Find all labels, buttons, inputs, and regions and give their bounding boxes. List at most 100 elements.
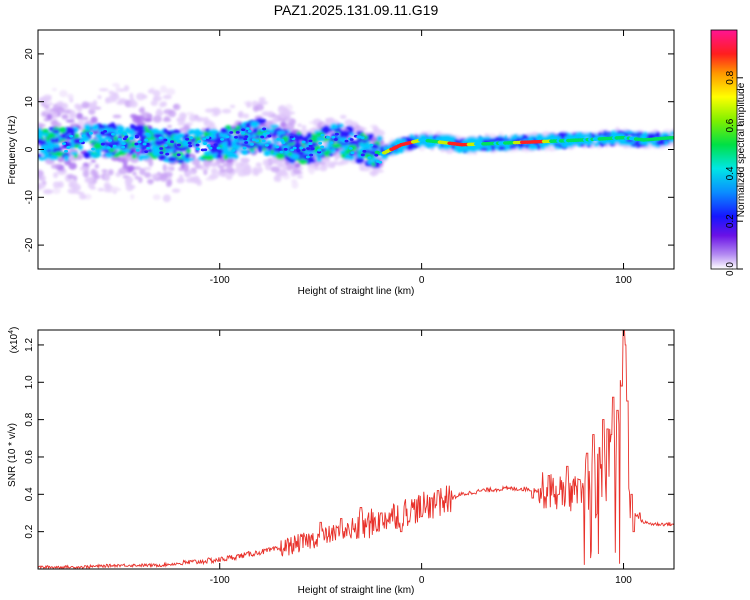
spectrogram-cell xyxy=(280,121,287,128)
spectrogram-cell xyxy=(178,132,186,137)
spectrogram-cell xyxy=(116,131,125,135)
spectrogram-cell xyxy=(308,139,313,143)
spectrogram-cell xyxy=(208,128,219,135)
spectrogram-cell xyxy=(186,157,195,161)
spectrogram-cell xyxy=(97,95,102,100)
spectrogram-cell xyxy=(159,147,164,150)
snr-ytick-label: 0.4 xyxy=(24,487,35,501)
spectrogram-cell xyxy=(38,153,42,158)
spectrogram-cell xyxy=(252,100,259,107)
spectrogram-cell xyxy=(188,144,193,148)
spectrogram-cell xyxy=(282,165,288,172)
spectrogram-cell xyxy=(69,134,74,138)
figure-title: PAZ1.2025.131.09.11.G19 xyxy=(274,2,439,18)
spectrogram-cell xyxy=(43,189,53,193)
spectrogram-cell xyxy=(251,134,257,138)
spectrogram-cell xyxy=(115,124,124,131)
spectrogram-cell xyxy=(308,167,316,175)
snr-ytick-label: 0.8 xyxy=(24,412,35,426)
spectrogram-cell xyxy=(348,127,354,134)
spectrogram-cell xyxy=(240,157,250,162)
spectrogram-cell xyxy=(121,148,131,153)
spectrogram-cell xyxy=(61,114,69,119)
snr-xlabel: Height of straight line (km) xyxy=(298,585,415,596)
spectrogram-cell xyxy=(147,89,154,94)
spectrogram-cell xyxy=(54,137,60,144)
spectrogram-cell xyxy=(264,143,269,147)
spectrogram-cell xyxy=(83,151,92,159)
spectrogram-cell xyxy=(361,139,368,144)
spectrogram-cell xyxy=(374,169,384,173)
spectrogram-cell xyxy=(131,154,137,160)
spectrogram-cell xyxy=(51,164,60,170)
spectrogram-cell xyxy=(53,172,59,179)
spectrogram-cell xyxy=(229,131,234,134)
spectrogram-cell xyxy=(150,100,158,107)
spectrogram-cell xyxy=(124,127,130,134)
spectrogram-cell xyxy=(55,107,66,114)
spectrogram-cell xyxy=(324,118,333,122)
spectrogram-cell xyxy=(177,158,185,164)
spectrogram-cell xyxy=(176,143,181,147)
spectrogram-cell xyxy=(225,135,230,139)
spectrogram-cell xyxy=(528,144,538,151)
colorbar: 0.0 0.2 0.4 0.6 0.8 Normalized spectral ampl… xyxy=(710,29,747,276)
spectrogram-cell xyxy=(185,137,190,141)
spectrogram-cell xyxy=(137,140,142,144)
spectrogram-cell xyxy=(344,149,351,155)
colorbar-label: Normalized spectral amplitude xyxy=(736,82,747,217)
spectrogram-cell xyxy=(257,100,264,105)
spectrogram-cell xyxy=(243,167,252,175)
spectrogram-cell xyxy=(298,158,308,165)
spectrogram-cell xyxy=(434,143,439,147)
snr-multiplier: (x104) xyxy=(8,327,20,354)
colorbar-ticks: 0.0 0.2 0.4 0.6 0.8 xyxy=(725,70,743,276)
spectrogram-cell xyxy=(112,144,117,148)
spectrogram-cell xyxy=(59,90,68,98)
spectrogram-cell xyxy=(367,160,374,165)
spectrogram-cell xyxy=(243,137,248,141)
spectrogram-cell xyxy=(197,140,202,143)
spectrogram-cell xyxy=(129,100,138,108)
spectrogram-cell xyxy=(90,159,96,163)
spectrogram-cell xyxy=(306,132,313,137)
spectrogram-cell xyxy=(193,131,200,138)
spectrogram-cell xyxy=(235,125,241,130)
spectrogram-cell xyxy=(317,150,322,154)
spectrogram-cell xyxy=(308,144,313,148)
spectrogram-cell xyxy=(223,162,232,167)
spectrogram-cell xyxy=(333,138,338,141)
spectrogram-ytick-label: 20 xyxy=(24,48,35,60)
spectrogram-cell xyxy=(276,174,282,183)
spectrogram-cell xyxy=(84,176,95,182)
spectrogram-cell xyxy=(52,155,59,161)
spectrogram-cell xyxy=(339,114,347,120)
spectrogram-cell xyxy=(196,117,202,122)
spectrogram-cell xyxy=(325,135,330,139)
spectrogram-cell xyxy=(97,187,105,192)
spectrogram-cell xyxy=(378,160,383,164)
spectrogram-cell xyxy=(376,135,383,142)
spectrogram-cell xyxy=(318,141,323,145)
spectrogram-cell xyxy=(252,166,259,175)
spectrogram-cell xyxy=(670,138,674,142)
spectrogram-cell xyxy=(292,146,297,150)
spectrogram-cell xyxy=(320,133,325,137)
spectrogram-cell xyxy=(192,158,201,166)
spectrogram-cell xyxy=(242,148,248,156)
spectrogram-cell xyxy=(270,166,280,173)
spectrogram-cell xyxy=(255,144,264,150)
spectrogram-cell xyxy=(216,154,222,159)
spectrogram-cell xyxy=(170,140,175,144)
spectrogram-cell xyxy=(152,194,161,201)
snr-xtick-label: 100 xyxy=(615,575,632,586)
spectrogram-cell xyxy=(601,132,609,137)
spectrogram-cell xyxy=(292,168,302,175)
spectrogram-cell xyxy=(89,102,97,111)
spectrogram-cell xyxy=(104,152,114,158)
spectrogram-cell xyxy=(98,88,109,92)
spectrogram-cell xyxy=(426,144,435,149)
spectrogram-cell xyxy=(213,143,218,147)
spectrogram-cell xyxy=(583,134,593,138)
spectrogram-cell xyxy=(231,139,237,146)
